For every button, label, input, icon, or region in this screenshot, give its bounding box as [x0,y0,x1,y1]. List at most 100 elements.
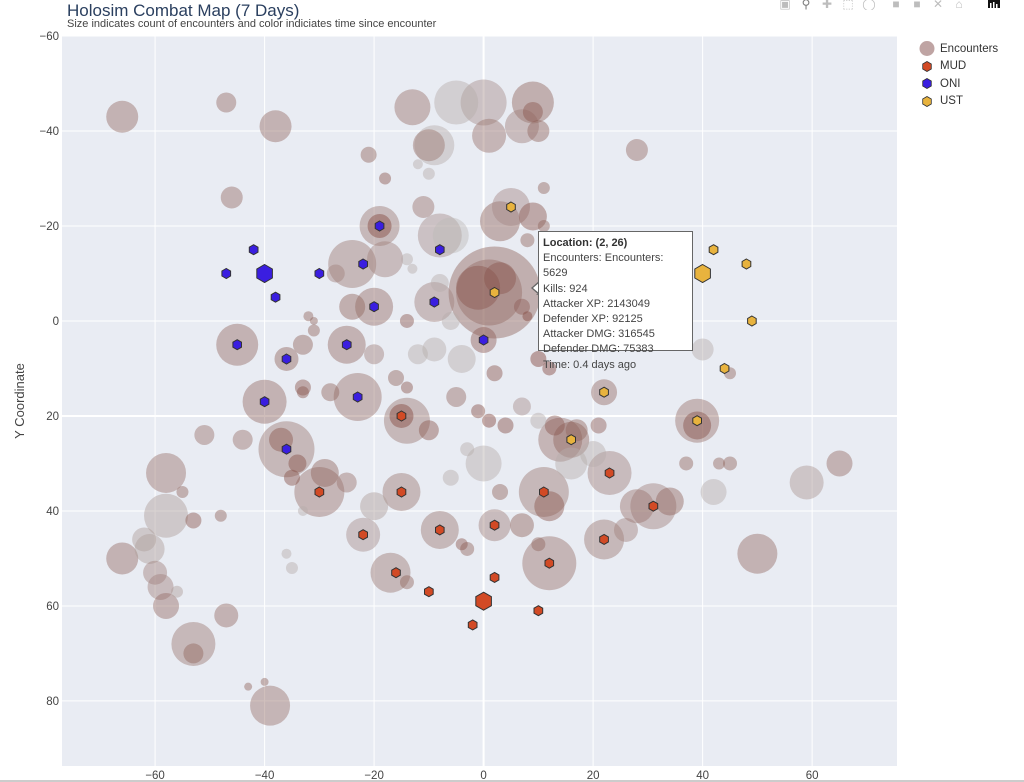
faction-markers[interactable] [221,201,757,631]
encounter-bubble[interactable] [171,621,216,666]
faction-marker-mud[interactable] [435,524,445,536]
faction-marker-ust[interactable] [566,434,576,446]
encounter-bubble[interactable] [447,344,476,373]
faction-marker-oni[interactable] [281,353,292,365]
encounter-bubble[interactable] [176,485,189,498]
encounter-bubble[interactable] [367,241,404,278]
encounter-bubble[interactable] [531,537,546,552]
encounter-bubble[interactable] [296,386,309,399]
encounter-bubble[interactable] [326,264,345,283]
encounter-bubble[interactable] [530,350,547,367]
encounter-bubble[interactable] [232,429,253,450]
faction-marker-mud[interactable] [648,500,659,512]
faction-marker-mud[interactable] [489,571,500,583]
encounter-bubble[interactable] [134,533,165,564]
faction-marker-mud[interactable] [467,619,478,631]
box-select-icon[interactable]: ⬚ [842,0,854,10]
encounter-bubble[interactable] [513,298,530,315]
faction-marker-ust[interactable] [694,263,711,284]
faction-marker-ust[interactable] [599,386,609,398]
encounter-bubble[interactable] [214,509,227,522]
faction-marker-ust[interactable] [708,244,719,256]
encounter-bubble[interactable] [497,417,514,434]
faction-marker-mud[interactable] [391,567,401,579]
faction-marker-oni[interactable] [314,267,325,280]
faction-marker-mud[interactable] [358,529,368,541]
reset-axes-icon[interactable]: ⌂ [955,0,963,10]
encounter-bubble[interactable] [370,552,411,593]
faction-marker-mud[interactable] [475,591,492,611]
faction-marker-oni[interactable] [256,263,273,284]
faction-marker-oni[interactable] [232,339,242,351]
encounter-bubble[interactable] [283,469,300,486]
encounter-bubble[interactable] [292,334,313,355]
plotly-logo-icon[interactable] [987,0,1001,10]
faction-marker-mud[interactable] [544,557,555,569]
faction-marker-oni[interactable] [270,291,281,303]
encounter-bubble[interactable] [441,311,460,330]
encounter-bubble[interactable] [527,119,550,142]
encounter-bubble[interactable] [580,440,607,467]
faction-marker-oni[interactable] [478,334,489,346]
encounter-bubble[interactable] [260,677,269,686]
faction-marker-mud[interactable] [489,519,500,531]
encounter-bubble[interactable] [520,233,535,248]
faction-marker-mud[interactable] [539,486,549,498]
autoscale-icon[interactable]: ✕ [932,0,944,10]
legend-item-ust[interactable]: UST [918,93,998,111]
encounter-bubble[interactable] [294,379,311,396]
encounter-bubble[interactable] [455,538,468,551]
encounter-bubble[interactable] [537,181,550,194]
faction-marker-oni[interactable] [435,244,445,256]
encounter-bubble[interactable] [590,417,607,434]
faction-marker-oni[interactable] [281,443,292,455]
encounter-bubble[interactable] [432,217,469,254]
faction-marker-ust[interactable] [747,315,757,327]
encounter-bubble[interactable] [394,89,431,126]
encounter-bubble[interactable] [281,548,292,559]
encounter-bubble[interactable] [250,685,291,726]
faction-marker-ust[interactable] [719,362,730,375]
encounter-bubble[interactable] [518,202,547,231]
encounter-bubble[interactable] [379,172,392,185]
encounter-bubble[interactable] [625,138,648,161]
faction-marker-mud[interactable] [396,486,407,498]
encounter-bubble[interactable] [456,259,523,326]
encounter-bubble[interactable] [422,337,447,362]
encounter-bubble[interactable] [456,265,501,310]
encounter-bubble[interactable] [412,195,435,218]
plot-area[interactable] [62,36,897,766]
encounter-bubble[interactable] [399,313,414,328]
zoom-icon[interactable]: ⚲ [801,0,811,10]
legend-item-encounters[interactable]: Encounters [918,40,998,58]
pan-icon[interactable]: ✚ [821,0,833,10]
encounter-bubble[interactable] [170,585,183,598]
encounter-bubble[interactable] [555,447,588,480]
encounter-bubble[interactable] [534,491,565,522]
encounter-bubble[interactable] [364,344,385,365]
encounter-bubble[interactable] [522,101,543,122]
encounter-bubble[interactable] [512,397,531,416]
faction-marker-mud[interactable] [533,605,544,617]
encounter-bubble[interactable] [143,560,168,585]
encounter-bubble[interactable] [183,643,204,664]
encounter-bubble[interactable] [106,542,139,575]
encounter-bubble[interactable] [691,338,714,361]
encounter-bubble[interactable] [789,465,824,500]
faction-marker-oni[interactable] [369,301,379,313]
encounter-bubble[interactable] [303,311,314,322]
encounter-bubble[interactable] [400,253,413,266]
encounter-bubble[interactable] [414,125,455,166]
lasso-select-icon[interactable]: ◯ [862,0,876,10]
encounter-bubble[interactable] [388,369,404,386]
encounter-bubble[interactable] [309,316,318,325]
encounter-bubble[interactable] [542,361,557,376]
legend-item-oni[interactable]: ONI [918,75,998,93]
encounter-bubble[interactable] [723,456,737,471]
encounter-bubble[interactable] [407,263,418,274]
encounter-bubble[interactable] [185,512,202,529]
encounter-bubble[interactable] [460,442,475,457]
encounter-bubble[interactable] [400,381,413,394]
encounter-bubble[interactable] [412,159,423,170]
